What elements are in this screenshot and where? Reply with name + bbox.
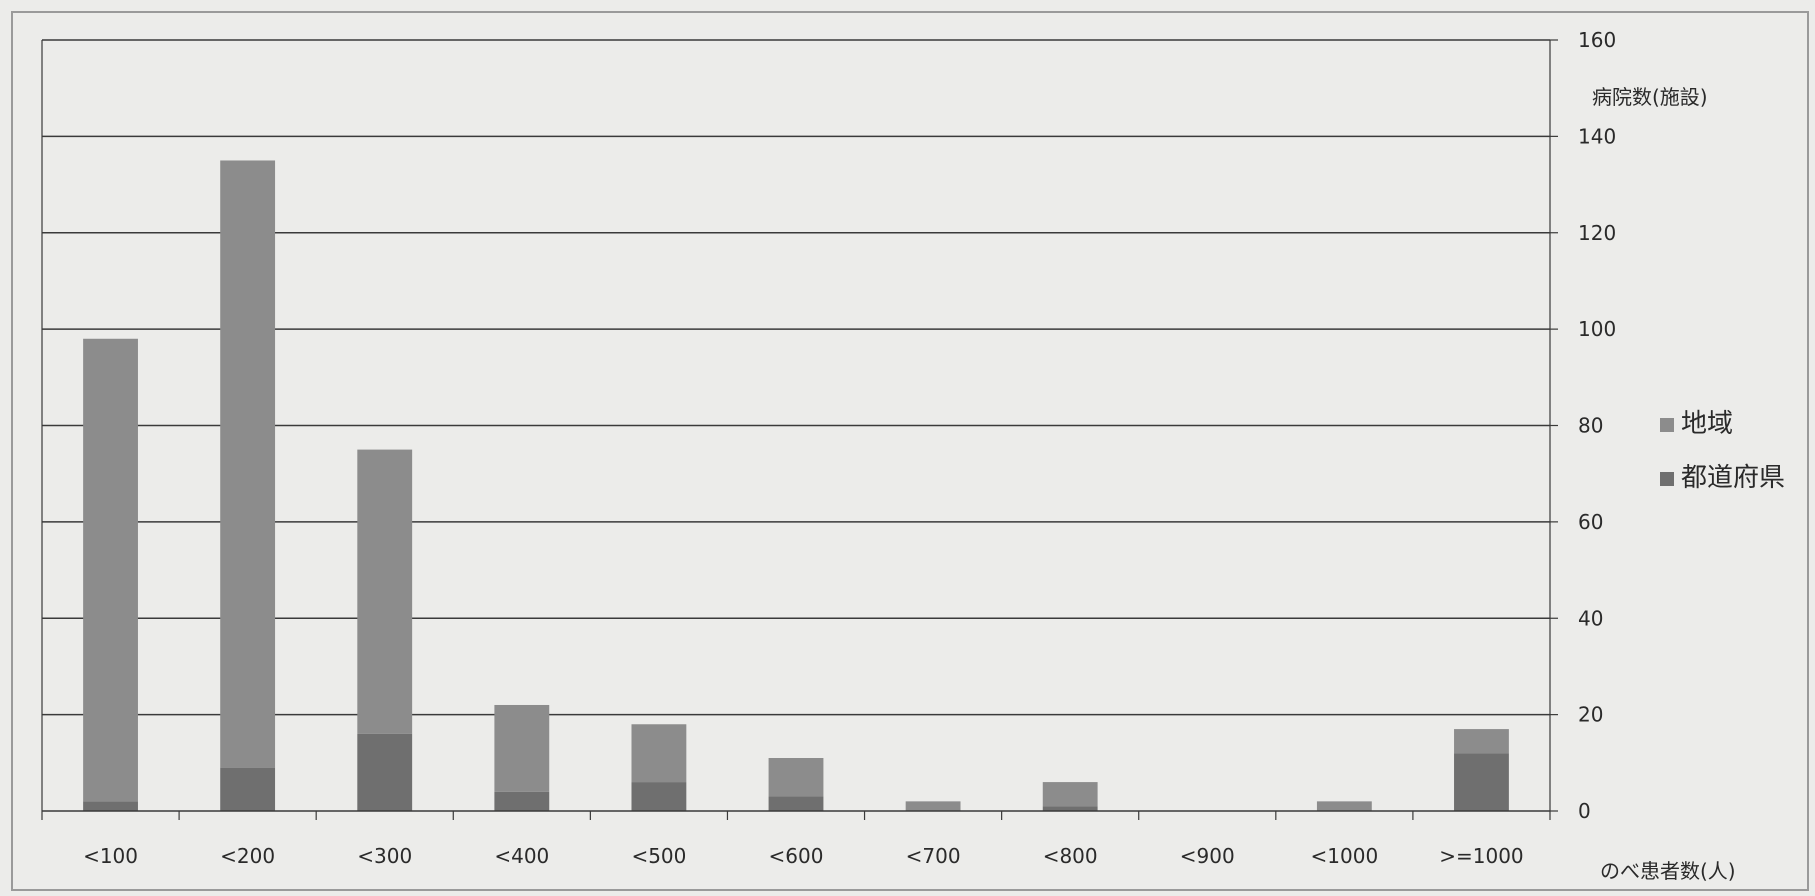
bar-region: [83, 338, 138, 802]
bar-region: [220, 160, 276, 768]
x-tick-label: <800: [1043, 844, 1098, 868]
bar-region: [1454, 729, 1509, 754]
x-tick-label: <700: [906, 844, 961, 868]
y-tick-label: 20: [1578, 703, 1603, 727]
bar-region: [631, 724, 687, 783]
x-tick-label: <200: [220, 844, 275, 868]
chart-frame: [11, 11, 1809, 891]
bar-region: [1042, 782, 1098, 807]
y-tick-label: 160: [1578, 28, 1616, 52]
legend-label: 地域: [1681, 409, 1733, 439]
bar-region: [357, 449, 413, 734]
bars: [83, 160, 1509, 811]
y-tick-label: 0: [1578, 799, 1591, 823]
legend-label: 都道府県: [1681, 463, 1785, 493]
bar-region: [905, 801, 961, 811]
legend-swatch: [1660, 418, 1674, 432]
bar-region: [494, 704, 550, 792]
y-tick-label: 80: [1578, 414, 1603, 438]
bar-prefecture: [1042, 806, 1098, 811]
x-tick-label: <300: [357, 844, 412, 868]
bar-prefecture: [357, 733, 413, 811]
y-axis-title: 病院数(施設): [1592, 85, 1708, 109]
y-tick-label: 60: [1578, 510, 1603, 534]
x-tick-label: <900: [1180, 844, 1235, 868]
y-tick-label: 140: [1578, 124, 1616, 148]
bar-prefecture: [1454, 753, 1509, 811]
bar-prefecture: [220, 767, 276, 811]
bar-prefecture: [631, 782, 687, 811]
y-tick-label: 40: [1578, 606, 1603, 630]
x-tick-label: <1000: [1311, 844, 1379, 868]
x-tick-label: <600: [769, 844, 824, 868]
x-tick-label: >=1000: [1439, 844, 1523, 868]
bar-prefecture: [768, 796, 824, 811]
gridlines: [42, 39, 1550, 716]
bar-prefecture: [83, 801, 138, 811]
x-tick-label: <500: [631, 844, 686, 868]
x-axis-title: のべ患者数(人): [1600, 859, 1736, 883]
bar-region: [1316, 801, 1372, 811]
legend-swatch: [1660, 472, 1674, 486]
y-tick-label: 120: [1578, 221, 1616, 245]
axes: 0 20 40 60 80 100 120 140 160 <100 <200 <300 <400 <50…: [41, 28, 1616, 868]
x-tick-label: <400: [494, 844, 549, 868]
bar-prefecture: [494, 791, 550, 811]
y-tick-label: 100: [1578, 317, 1616, 341]
bar-region: [768, 757, 824, 797]
x-tick-label: <100: [83, 844, 138, 868]
